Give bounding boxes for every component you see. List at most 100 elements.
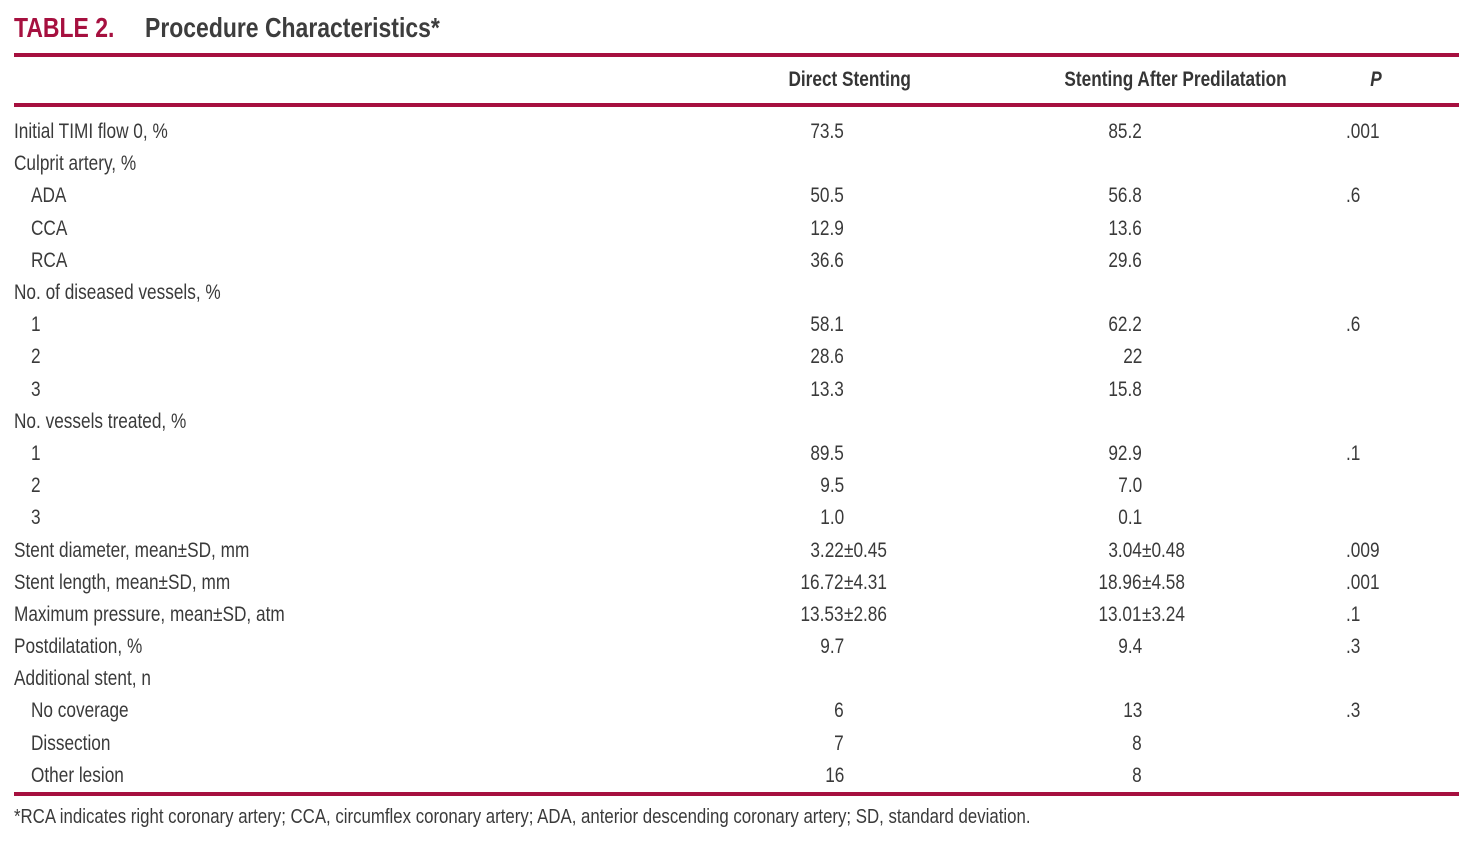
predilatation-value: 8 (1132, 731, 1142, 755)
direct-stenting-value: 1.0 (820, 506, 844, 530)
predilatation-value: 62.2 (1108, 313, 1142, 337)
direct-stenting-value: 9.5 (820, 474, 844, 498)
p-value (1260, 474, 1459, 498)
direct-stenting-value: 73.5 (810, 120, 844, 144)
p-value: .009 (1346, 538, 1380, 562)
table-row: 3 13.3 15.8 (14, 374, 1459, 406)
predilatation-value: 92.9 (1108, 441, 1142, 465)
header-rule (14, 103, 1459, 107)
table-header-row: Direct Stenting Stenting After Predilata… (14, 57, 1459, 103)
p-value (1260, 732, 1459, 756)
header-stenting-after-predilatation: Stenting After Predilatation (1064, 68, 1287, 91)
direct-stenting-value: 89.5 (810, 441, 844, 465)
table-row: Maximum pressure, mean±SD, atm 13.53 ±2.86… (14, 599, 1459, 631)
row-label: 3 (31, 377, 41, 401)
table-row: CCA 12.9 13.6 (14, 213, 1459, 245)
p-value (1260, 764, 1459, 788)
row-label: Postdilatation, % (14, 635, 143, 659)
row-label: Dissection (31, 731, 111, 755)
predilatation-value: 22 (1122, 345, 1142, 369)
p-value: .6 (1346, 184, 1361, 208)
row-label: CCA (31, 216, 68, 240)
table-row: ADA 50.5 56.8 .6 (14, 180, 1459, 212)
p-value: .6 (1346, 313, 1361, 337)
predilatation-value: 18.96 ±4.58 (1098, 570, 1185, 594)
table-row: Additional stent, n (14, 663, 1459, 695)
table-title: TABLE 2. Procedure Characteristics* (14, 10, 1459, 46)
predilatation-value: 15.8 (1108, 377, 1142, 401)
p-value (1260, 378, 1459, 402)
row-label: 1 (31, 441, 41, 465)
table-figure: TABLE 2. Procedure Characteristics* Dire… (14, 10, 1459, 828)
row-label: 3 (31, 506, 41, 530)
top-rule (14, 53, 1459, 57)
predilatation-value: 85.2 (1108, 120, 1142, 144)
table-row: Postdilatation, % 9.7 9.4 .3 (14, 631, 1459, 663)
table-number: TABLE 2. (14, 12, 115, 43)
predilatation-value: 7.0 (1118, 474, 1142, 498)
row-label: Maximum pressure, mean±SD, atm (14, 602, 285, 626)
direct-stenting-value: 58.1 (810, 313, 844, 337)
table-row: RCA 36.6 29.6 (14, 245, 1459, 277)
predilatation-value (955, 152, 1260, 176)
predilatation-value: 0.1 (1118, 506, 1142, 530)
row-label: ADA (31, 184, 67, 208)
table-row: 2 28.6 22 (14, 341, 1459, 373)
row-label: Stent length, mean±SD, mm (14, 570, 231, 594)
direct-stenting-value: 9.7 (820, 635, 844, 659)
table-row: No. vessels treated, % (14, 406, 1459, 438)
table-row: 3 1.0 0.1 (14, 502, 1459, 534)
table-row: No coverage 6 13 .3 (14, 695, 1459, 727)
table-row: Other lesion 16 8 (14, 760, 1459, 792)
predilatation-value: 13.6 (1108, 216, 1142, 240)
table-row: 1 58.1 62.2 .6 (14, 309, 1459, 341)
p-value (1260, 152, 1459, 176)
table-row: No. of diseased vessels, % (14, 277, 1459, 309)
row-label: 2 (31, 474, 41, 498)
table-row: Dissection 7 8 (14, 728, 1459, 760)
predilatation-value (955, 667, 1260, 691)
row-label: No coverage (31, 699, 129, 723)
row-label: No. vessels treated, % (14, 409, 187, 433)
row-label: Other lesion (31, 763, 124, 787)
p-value (1260, 410, 1459, 434)
direct-stenting-value (745, 667, 955, 691)
p-value: .001 (1346, 570, 1380, 594)
predilatation-value: 13 (1122, 699, 1142, 723)
bottom-rule (14, 791, 1459, 796)
predilatation-value: 13.01 ±3.24 (1098, 602, 1185, 626)
table-row: Initial TIMI flow 0, % 73.5 85.2 .001 (14, 116, 1459, 148)
direct-stenting-value: 3.22 ±0.45 (810, 538, 887, 562)
predilatation-value: 3.04 ±0.48 (1108, 538, 1185, 562)
row-label: Stent diameter, mean±SD, mm (14, 538, 250, 562)
p-value: .3 (1346, 699, 1361, 723)
direct-stenting-value (745, 281, 955, 305)
direct-stenting-value (745, 152, 955, 176)
predilatation-value: 29.6 (1108, 248, 1142, 272)
direct-stenting-value: 16 (824, 763, 844, 787)
predilatation-value: 56.8 (1108, 184, 1142, 208)
predilatation-value (955, 410, 1260, 434)
p-value (1260, 249, 1459, 273)
row-label: Initial TIMI flow 0, % (14, 120, 168, 144)
table-row: Culprit artery, % (14, 148, 1459, 180)
row-label: 1 (31, 313, 41, 337)
direct-stenting-value: 28.6 (810, 345, 844, 369)
row-label: RCA (31, 248, 68, 272)
p-value: .001 (1346, 120, 1380, 144)
row-label: Additional stent, n (14, 667, 151, 691)
direct-stenting-value (745, 410, 955, 434)
p-value: .3 (1346, 635, 1361, 659)
row-label: 2 (31, 345, 41, 369)
p-value (1260, 345, 1459, 369)
direct-stenting-value: 50.5 (810, 184, 844, 208)
predilatation-value: 8 (1132, 763, 1142, 787)
p-value: .1 (1346, 602, 1361, 626)
predilatation-value (955, 281, 1260, 305)
table-body: Initial TIMI flow 0, % 73.5 85.2 .001 Culpri… (14, 107, 1459, 792)
direct-stenting-value: 13.53 ±2.86 (800, 602, 887, 626)
p-value: .1 (1346, 441, 1361, 465)
direct-stenting-value: 12.9 (810, 216, 844, 240)
p-value (1260, 281, 1459, 305)
table-row: Stent length, mean±SD, mm 16.72 ±4.31 18.96… (14, 567, 1459, 599)
